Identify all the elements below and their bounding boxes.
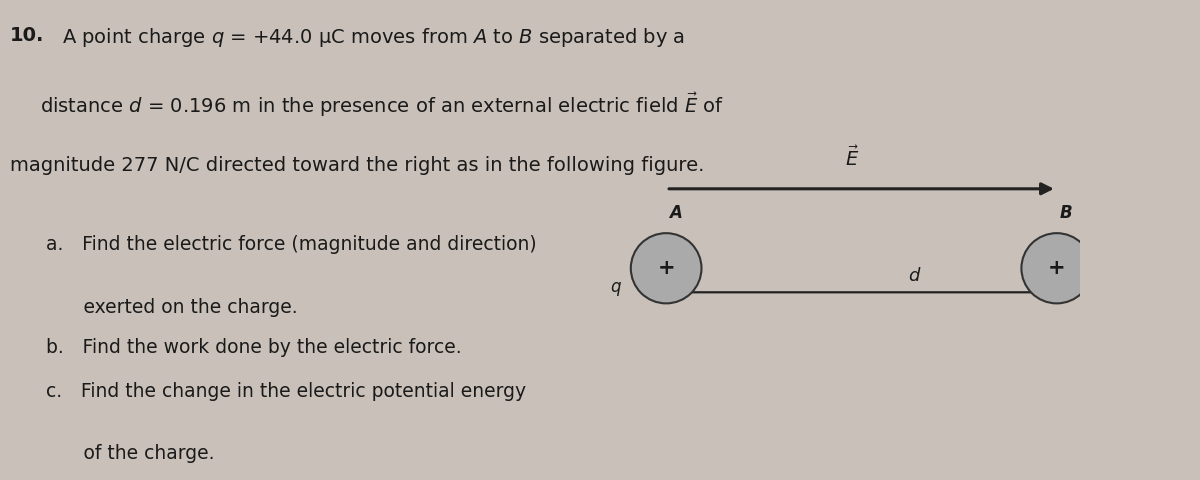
Text: A point charge $q$ = +44.0 μC moves from $A$ to $B$ separated by a: A point charge $q$ = +44.0 μC moves from…: [62, 26, 685, 49]
Text: $q$: $q$: [610, 279, 622, 298]
Text: b. Find the work done by the electric force.: b. Find the work done by the electric fo…: [46, 338, 461, 358]
Text: $\vec{E}$: $\vec{E}$: [845, 146, 859, 170]
Text: B: B: [1060, 204, 1073, 222]
Text: +: +: [658, 258, 674, 278]
Text: of the charge.: of the charge.: [46, 444, 214, 463]
Text: c. Find the change in the electric potential energy: c. Find the change in the electric poten…: [46, 382, 526, 401]
Ellipse shape: [1021, 233, 1092, 303]
Ellipse shape: [631, 233, 702, 303]
Text: magnitude 277 N/C directed toward the right as in the following figure.: magnitude 277 N/C directed toward the ri…: [10, 156, 704, 175]
Text: a. Find the electric force (magnitude and direction): a. Find the electric force (magnitude an…: [46, 235, 536, 254]
Text: $d$: $d$: [908, 267, 922, 285]
Text: +: +: [1048, 258, 1066, 278]
Text: 10.: 10.: [10, 26, 44, 46]
Text: distance $d$ = 0.196 m in the presence of an external electric field $\vec{E}$ o: distance $d$ = 0.196 m in the presence o…: [40, 91, 724, 120]
Text: exerted on the charge.: exerted on the charge.: [46, 298, 298, 317]
Text: A: A: [670, 204, 682, 222]
